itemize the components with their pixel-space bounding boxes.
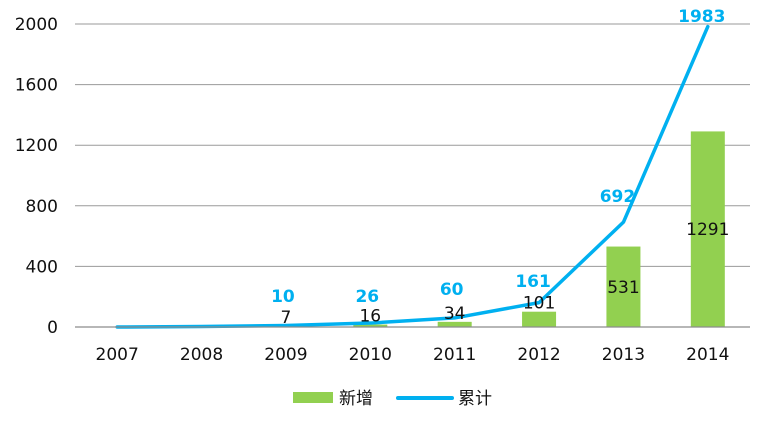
bar-data-label: 1291	[686, 220, 729, 240]
line-data-label: 10	[271, 287, 295, 307]
bar-data-label: 101	[523, 294, 555, 314]
axes: 0 400 800 1200 1600 2000 2007 2008 2009 2010 2011 2…	[15, 15, 750, 365]
y-tick-label: 0	[47, 318, 58, 338]
y-tick-label: 1200	[15, 136, 58, 156]
legend: 新增 累计	[293, 389, 492, 409]
series-line-cumulative	[115, 24, 710, 329]
bar	[606, 246, 641, 327]
x-tick-label: 2011	[433, 345, 476, 365]
x-tick-label: 2010	[349, 345, 392, 365]
y-tick-label: 800	[26, 197, 58, 217]
bar-data-label: 34	[444, 304, 466, 324]
bar	[353, 324, 388, 327]
line-data-label: 161	[515, 272, 551, 292]
legend-swatch-new	[293, 392, 333, 403]
bar-series	[268, 131, 725, 327]
x-tick-label: 2012	[517, 345, 560, 365]
line-data-label: 26	[355, 287, 379, 307]
bar	[690, 131, 725, 327]
x-tick-label: 2009	[264, 345, 307, 365]
data-labels: 7 16 34 101 531 1291 10 26 60 161 692 1983	[271, 7, 729, 328]
x-tick-label: 2008	[180, 345, 223, 365]
bar-data-label: 16	[359, 307, 381, 327]
bar	[437, 321, 472, 327]
legend-label-cumulative: 累计	[458, 389, 492, 409]
x-tick-label: 2007	[96, 345, 139, 365]
y-tick-label: 1600	[15, 76, 58, 96]
y-tick-label: 2000	[15, 15, 58, 35]
x-tick-label: 2014	[686, 345, 729, 365]
legend-label-new: 新增	[339, 389, 373, 409]
bar-data-label: 531	[607, 278, 639, 298]
line-data-label: 1983	[678, 7, 725, 27]
bar-data-label: 7	[281, 308, 292, 328]
x-tick-label: 2013	[602, 345, 645, 365]
line-data-label: 692	[600, 187, 636, 207]
line-series	[115, 24, 710, 329]
y-tick-label: 400	[26, 257, 58, 277]
gridlines	[75, 23, 750, 267]
bar	[522, 311, 557, 327]
line-data-label: 60	[440, 280, 464, 300]
